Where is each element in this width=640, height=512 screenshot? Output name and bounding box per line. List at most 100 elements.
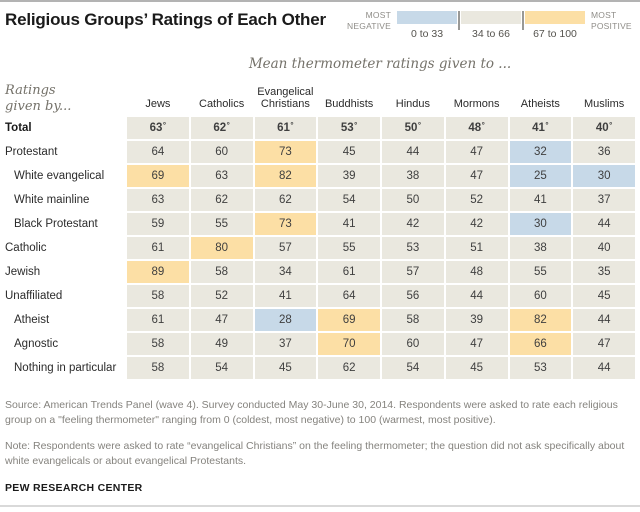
table-cell: 39 [445, 309, 508, 331]
table-cell: 82 [254, 165, 317, 187]
page-title: Religious Groups’ Ratings of Each Other [5, 10, 326, 29]
degree-symbol: ° [609, 121, 613, 130]
degree-symbol: ° [226, 121, 230, 130]
table-cell: 54 [382, 357, 444, 379]
pew-research-center-branding: PEW RESEARCH CENTER [5, 482, 143, 494]
table-cell: 57 [382, 261, 444, 283]
degree-symbol: ° [290, 121, 294, 130]
degree-symbol: ° [354, 121, 358, 130]
table-cell: 62 [190, 189, 253, 211]
table-cell: 38 [509, 237, 572, 259]
bottom-rule [0, 505, 640, 507]
legend-divider [522, 11, 524, 30]
table-cell: 35 [573, 261, 635, 283]
table-cell: 57 [254, 237, 317, 259]
table-cell: 42 [382, 213, 444, 235]
table-cell: 58 [127, 285, 189, 307]
table-cell: 44 [382, 141, 444, 163]
column-header-mormons: Mormons [453, 98, 500, 111]
table-cell: 55 [190, 213, 253, 235]
row-label-agnostic: Agnostic [14, 338, 59, 350]
table-cell: 52 [190, 285, 253, 307]
table-cell: 66 [509, 333, 572, 355]
degree-symbol: ° [481, 121, 485, 130]
legend-swatch-positive [525, 11, 585, 24]
table-cell: 58 [127, 333, 189, 355]
table-cell: 61 [127, 309, 189, 331]
table-cell: 25 [509, 165, 572, 187]
table-cell: 52 [445, 189, 508, 211]
table-cell: 59 [127, 213, 189, 235]
table-cell: 64 [318, 285, 380, 307]
degree-symbol: ° [417, 121, 422, 130]
column-header-catholics: Catholics [199, 98, 245, 111]
table-cell: 44 [445, 285, 508, 307]
row-label-protestant: Protestant [5, 146, 58, 158]
table-cell: 47 [445, 165, 508, 187]
table-cell: 41 [318, 213, 380, 235]
table-cell: 44 [573, 213, 635, 235]
table-cell: 54 [318, 189, 380, 211]
row-label-unaffiliated: Unaffiliated [5, 290, 63, 302]
legend-bin-positive-label: 67 to 100 [533, 28, 577, 40]
table-cell: 39 [318, 165, 380, 187]
table-cell: 47 [445, 141, 508, 163]
table-cell: 64 [127, 141, 189, 163]
table-cell: 49 [190, 333, 253, 355]
table-cell: 58 [127, 357, 189, 379]
column-header-jews: Jews [145, 98, 171, 111]
table-cell: 73 [254, 213, 317, 235]
table-cell: 37 [254, 333, 317, 355]
table-cell: 47 [445, 333, 508, 355]
table-cell: 32 [509, 141, 572, 163]
ratings-given-by-label: Ratings given by... [5, 83, 72, 114]
degree-symbol: ° [545, 121, 549, 130]
table-cell: 28 [254, 309, 317, 331]
footer: Source: American Trends Panel (wave 4). … [5, 398, 636, 494]
legend-most-positive-label: MOST POSITIVE [591, 10, 632, 32]
table-cell: 61 [127, 237, 189, 259]
table-cell: 40 ° [573, 117, 635, 139]
chart-subtitle: Mean thermometer ratings given to ... [248, 56, 512, 72]
table-cell: 42 [445, 213, 508, 235]
row-label-catholic: Catholic [5, 242, 47, 254]
table-cell: 41 [509, 189, 572, 211]
table-cell: 73 [254, 141, 317, 163]
table-cell: 41 ° [509, 117, 572, 139]
degree-symbol: ° [162, 121, 167, 130]
legend-bin-neutral: 34 to 66 [461, 9, 521, 40]
column-header-evangelical-christians: Evangelical Christians [257, 85, 314, 111]
source-note: Source: American Trends Panel (wave 4). … [5, 399, 618, 426]
table-cell: 56 [382, 285, 444, 307]
legend-bin-negative-label: 0 to 33 [410, 28, 444, 40]
table-cell: 63 ° [127, 117, 189, 139]
methodology-note: Note: Respondents were asked to rate “ev… [5, 440, 625, 467]
legend-divider [458, 11, 460, 30]
column-header-hindus: Hindus [395, 98, 430, 111]
table-cell: 50 ° [382, 117, 444, 139]
table-cell: 50 [382, 189, 444, 211]
column-header-muslims: Muslims [583, 98, 625, 111]
table-cell: 69 [127, 165, 189, 187]
table-cell: 61 ° [254, 117, 317, 139]
row-label-atheist: Atheist [14, 314, 50, 326]
table-cell: 45 [318, 141, 380, 163]
table-cell: 62 ° [190, 117, 253, 139]
ratings-table: Ratings given by... Jews Catholics Evangeli… [5, 79, 635, 379]
table-cell: 30 [573, 165, 635, 187]
table-cell: 44 [573, 309, 635, 331]
top-rule [0, 0, 640, 2]
table-cell: 70 [318, 333, 380, 355]
table-cell: 60 [382, 333, 444, 355]
row-label-white-evangelical: White evangelical [14, 170, 105, 182]
legend-most-negative-label: MOST NEGATIVE [347, 10, 391, 32]
table-cell: 82 [509, 309, 572, 331]
table-cell: 54 [190, 357, 253, 379]
legend-bin-negative: 0 to 33 [397, 9, 457, 40]
table-cell: 58 [190, 261, 253, 283]
legend: MOST NEGATIVE 0 to 33 34 to 66 67 to 100… [339, 9, 637, 40]
table-cell: 58 [382, 309, 444, 331]
table-cell: 48 [445, 261, 508, 283]
table-cell: 60 [190, 141, 253, 163]
table-cell: 51 [445, 237, 508, 259]
